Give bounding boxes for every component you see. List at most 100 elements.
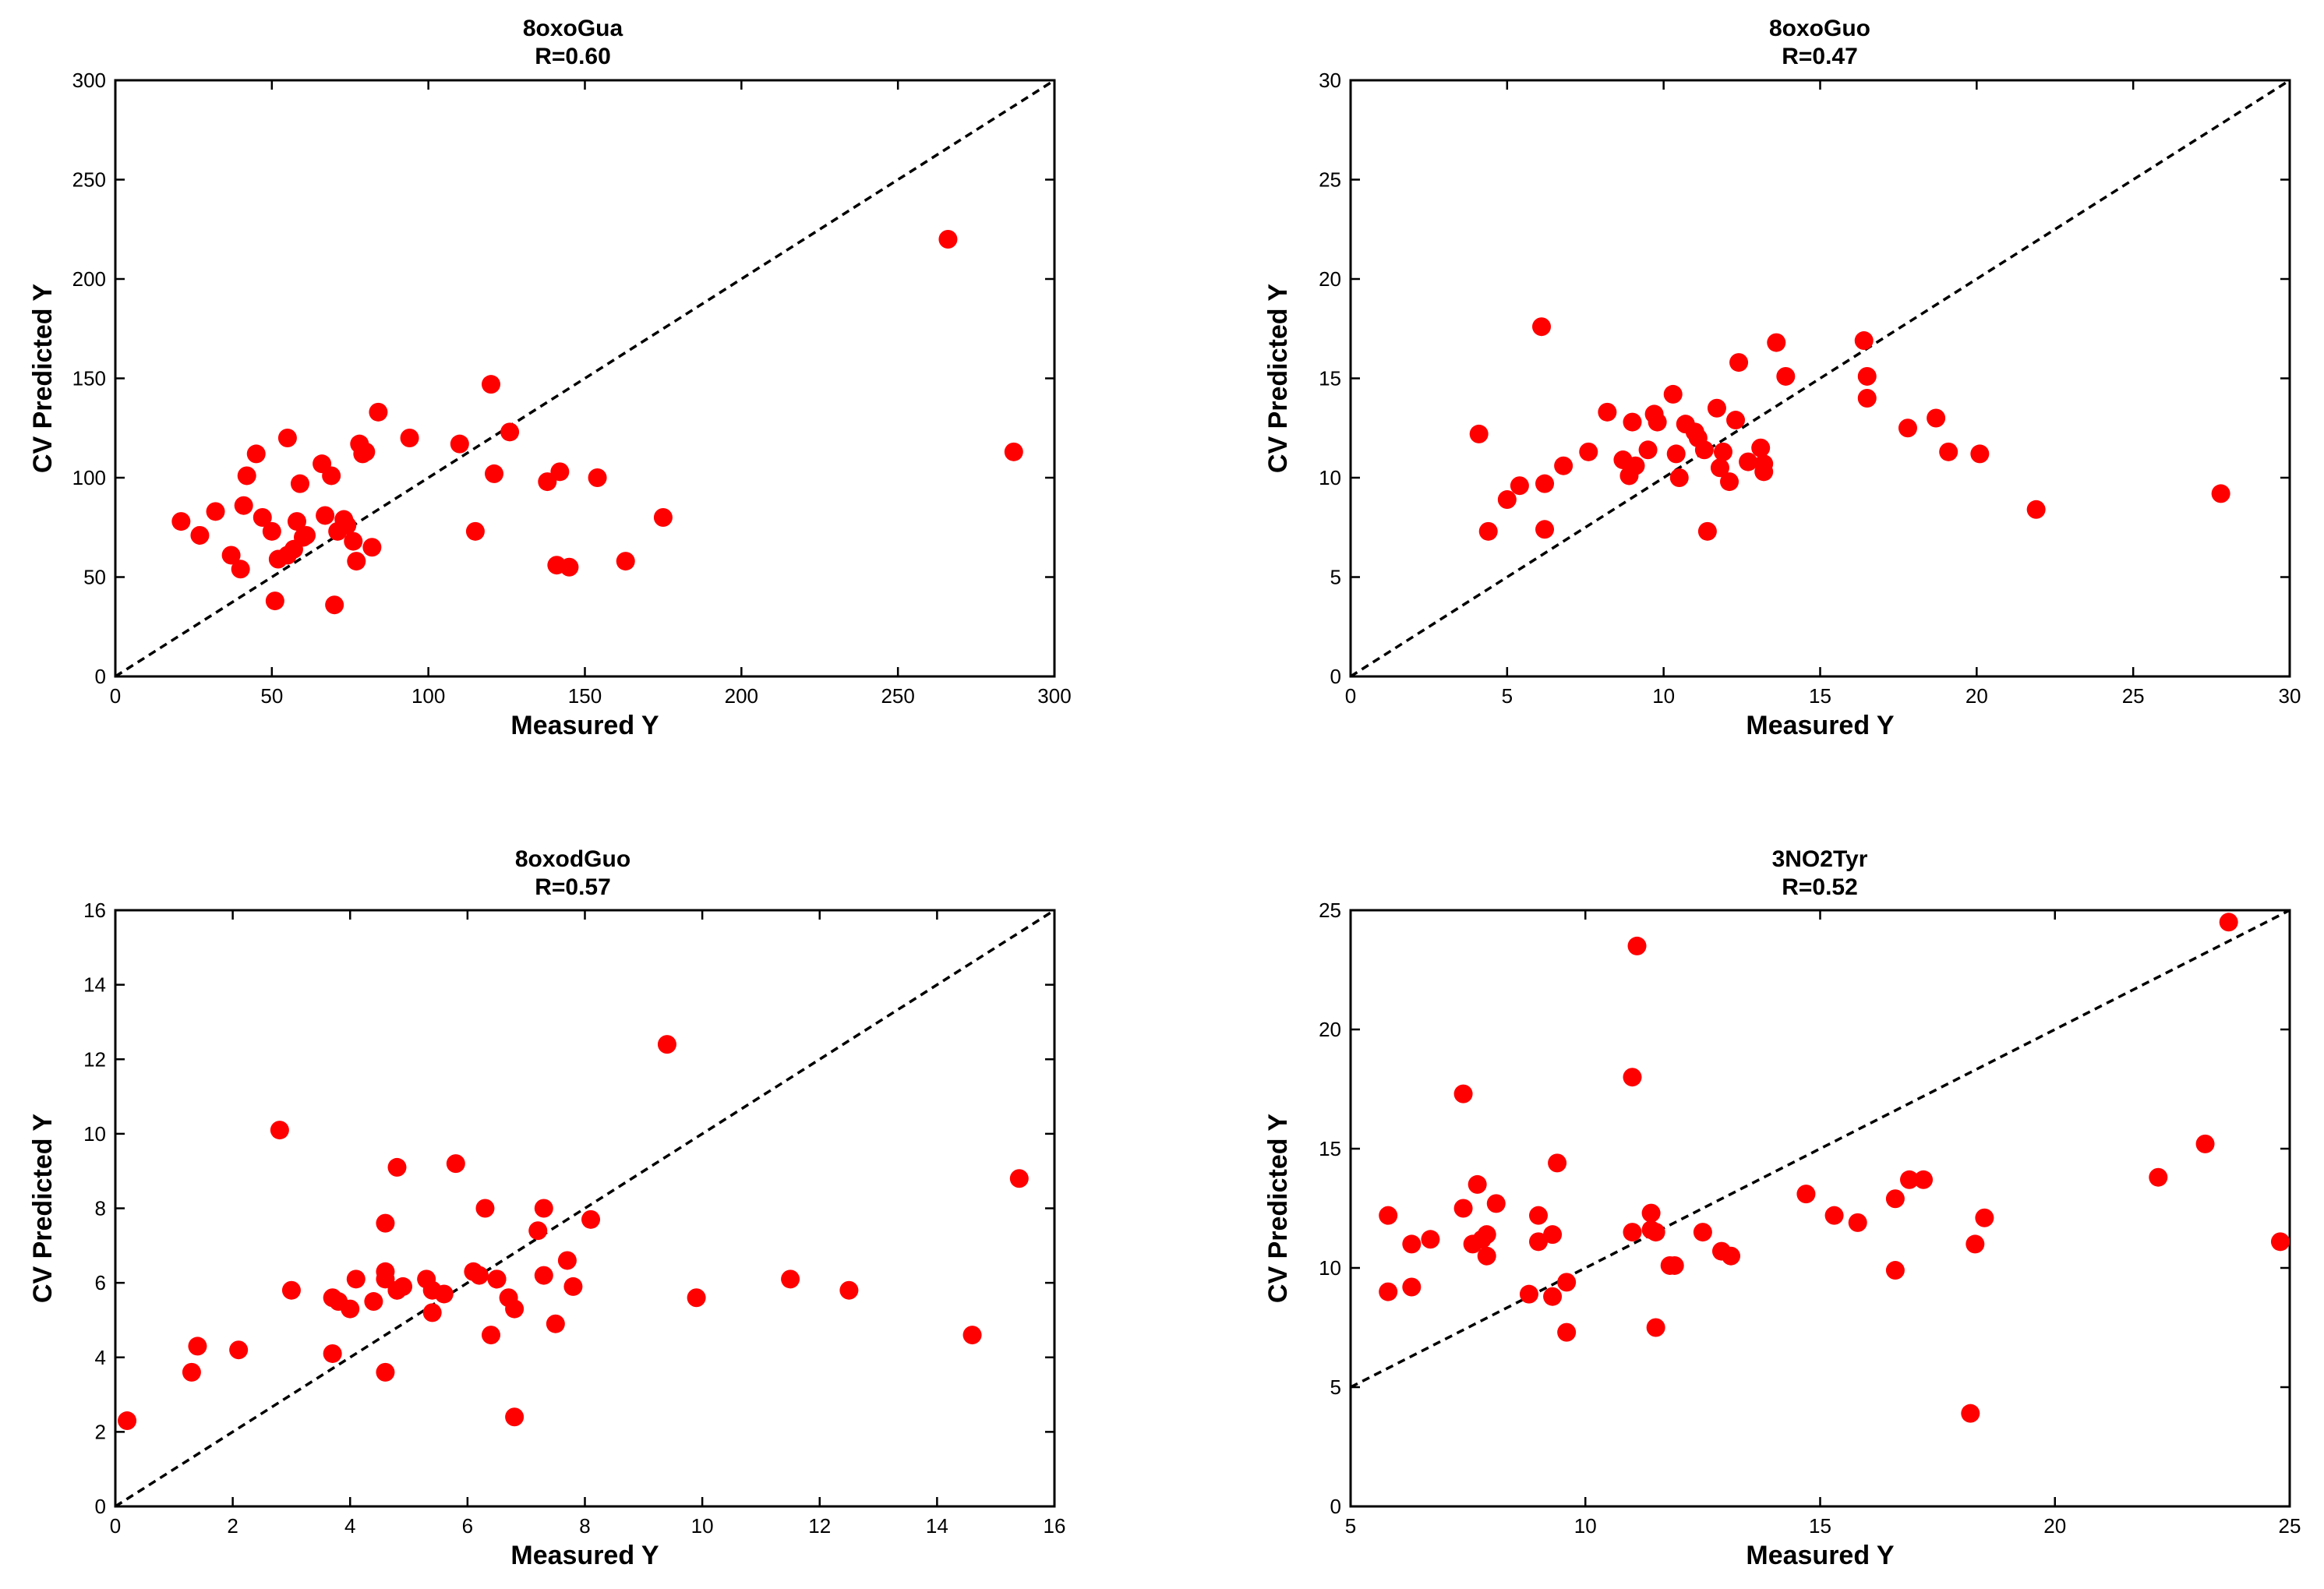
data-point: [1966, 1234, 1985, 1254]
data-point: [1543, 1225, 1563, 1245]
identity-line: [1350, 79, 2290, 678]
data-point: [277, 429, 297, 447]
data-point: [118, 1411, 137, 1431]
data-point: [546, 1314, 565, 1333]
data-point: [534, 1266, 553, 1285]
identity-line: [115, 79, 1055, 678]
data-point: [229, 1340, 249, 1360]
data-point: [550, 462, 570, 482]
y-tick-label: 0: [95, 665, 106, 688]
data-point: [482, 1326, 500, 1345]
x-tick-label: 25: [2122, 684, 2145, 708]
x-tick-label: 15: [1809, 684, 1831, 708]
data-point: [1535, 474, 1555, 493]
data-point: [231, 560, 250, 579]
data-point: [1529, 1206, 1548, 1225]
x-tick-label: 150: [568, 684, 602, 708]
data-point: [2219, 913, 2238, 932]
data-point: [221, 546, 241, 565]
data-point: [1751, 438, 1771, 457]
data-point: [469, 1266, 489, 1285]
panel-8oxodguo: 8oxodGuo R=0.57 0 2 4 6 8 10 12 14 16 0 2 4 6 8 10 12 14…: [28, 846, 1065, 1570]
data-point: [356, 442, 376, 461]
data-point: [2149, 1167, 2168, 1187]
x-tick-label: 4: [344, 1514, 355, 1538]
data-point: [270, 1121, 289, 1140]
data-point: [839, 1280, 859, 1300]
data-point: [234, 496, 253, 515]
data-point: [262, 521, 281, 541]
data-point: [1557, 1322, 1577, 1342]
y-axis-label: CV Predicted Y: [28, 284, 58, 473]
data-point: [1666, 444, 1686, 464]
data-point: [1970, 444, 1990, 464]
data-point: [369, 402, 388, 422]
panel-3no2tyr: 3NO2Tyr R=0.52 5 10 15 20 250510152025Measur…: [1263, 846, 2301, 1570]
y-tick-label: 0: [1330, 1495, 1341, 1518]
data-point: [781, 1269, 800, 1289]
x-tick-label: 0: [110, 684, 121, 708]
data-point: [347, 552, 366, 571]
data-point: [281, 1280, 301, 1300]
data-point: [1854, 331, 1874, 351]
data-point: [434, 1284, 454, 1304]
data-point: [344, 531, 363, 551]
data-point: [337, 516, 357, 535]
data-point: [657, 1035, 676, 1054]
data-point: [387, 1157, 407, 1177]
data-point: [1961, 1404, 1980, 1423]
data-point: [1646, 1223, 1665, 1242]
panel-subtitle: R=0.47: [1782, 44, 1858, 69]
data-point: [1529, 1232, 1548, 1252]
x-tick-label: 12: [808, 1514, 831, 1538]
data-point: [485, 464, 504, 483]
data-point: [1402, 1277, 1422, 1297]
x-tick-label: 250: [881, 684, 914, 708]
data-point: [1767, 333, 1786, 352]
panel-8oxogua: 8oxoGua R=0.60 0 50 100 150 200 250 300 0 50 100 1…: [28, 16, 1072, 740]
data-point: [1665, 1255, 1684, 1275]
data-point: [253, 508, 272, 527]
data-point: [1468, 1174, 1487, 1194]
data-point: [2026, 500, 2046, 519]
data-point: [1497, 490, 1517, 510]
data-point: [2270, 1232, 2290, 1252]
y-tick-label: 15: [1319, 367, 1341, 390]
x-tick-label: 0: [110, 1514, 121, 1538]
data-point: [376, 1362, 395, 1382]
data-point: [581, 1209, 601, 1229]
data-point: [450, 434, 469, 454]
data-point: [538, 472, 557, 492]
x-tick-label: 10: [1652, 684, 1675, 708]
data-point: [1720, 472, 1739, 492]
data-point: [1379, 1282, 1398, 1301]
data-point: [1796, 1185, 1816, 1204]
data-point: [1914, 1170, 1934, 1189]
data-point: [1693, 1223, 1712, 1242]
x-tick-label: 16: [1044, 1514, 1066, 1538]
data-point: [1726, 411, 1746, 430]
data-point: [938, 230, 958, 249]
x-tick-label: 14: [926, 1514, 948, 1538]
y-tick-label: 100: [72, 466, 106, 489]
data-point: [376, 1213, 395, 1233]
data-point: [557, 1251, 577, 1270]
data-point: [1694, 440, 1714, 460]
data-point: [465, 521, 485, 541]
y-tick-label: 12: [83, 1047, 106, 1071]
x-tick-label: 300: [1037, 684, 1071, 708]
y-tick-label: 20: [1319, 1018, 1341, 1041]
data-point: [1754, 462, 1774, 482]
data-point: [588, 468, 607, 487]
data-point: [1510, 476, 1529, 496]
data-point: [1697, 521, 1717, 541]
data-point: [1623, 1068, 1642, 1087]
y-tick-label: 250: [72, 168, 106, 192]
data-point: [290, 474, 309, 493]
data-point: [422, 1303, 442, 1322]
x-tick-label: 100: [411, 684, 445, 708]
data-point: [1557, 1273, 1577, 1292]
data-point: [1638, 440, 1658, 460]
data-point: [962, 1326, 982, 1345]
